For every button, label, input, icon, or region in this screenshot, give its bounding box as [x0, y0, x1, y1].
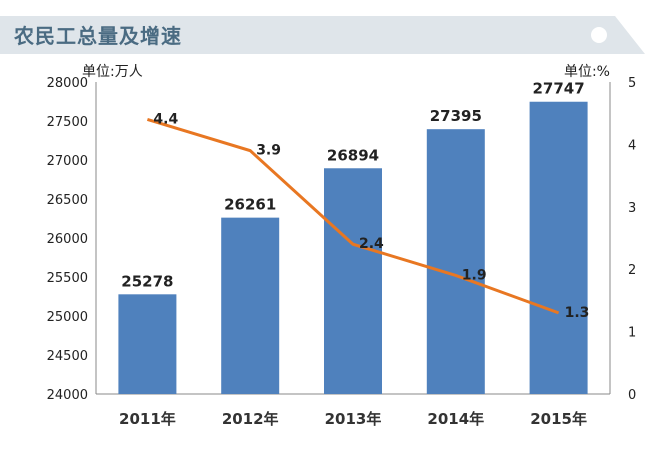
line-data-label: 3.9	[256, 143, 281, 159]
right-axis-unit-label: 单位:%	[563, 64, 610, 80]
left-tick-label: 26500	[47, 193, 88, 208]
left-tick-label: 27000	[47, 154, 88, 169]
left-tick-label: 25000	[47, 310, 88, 325]
x-tick-label: 2011年	[119, 410, 176, 428]
line-data-label: 4.4	[153, 111, 178, 127]
right-tick-label: 1	[628, 326, 636, 341]
left-tick-label: 24000	[47, 388, 88, 403]
right-tick-label: 3	[628, 201, 636, 216]
bar-data-label: 27747	[533, 80, 585, 98]
right-tick-label: 5	[628, 76, 636, 91]
header-title: 农民工总量及增速	[14, 24, 182, 48]
header-banner	[0, 16, 645, 54]
header-dot-icon	[591, 27, 607, 43]
header-banner-shape	[0, 16, 645, 54]
right-tick-label: 2	[628, 263, 636, 278]
bar	[221, 217, 280, 394]
left-tick-label: 28000	[47, 76, 88, 91]
x-tick-label: 2014年	[427, 410, 484, 428]
x-tick-label: 2012年	[222, 410, 279, 428]
right-tick-label: 0	[628, 388, 636, 403]
left-tick-label: 24500	[47, 349, 88, 364]
section-header: 农民工总量及增速	[0, 16, 657, 54]
line-series	[146, 118, 560, 315]
line-data-label: 2.4	[359, 236, 384, 252]
right-tick-label: 4	[628, 138, 636, 153]
bar	[426, 129, 485, 394]
x-tick-label: 2015年	[530, 410, 587, 428]
bar	[529, 101, 588, 394]
x-tick-label: 2013年	[325, 410, 382, 428]
left-tick-label: 27500	[47, 115, 88, 130]
line-data-label: 1.3	[565, 305, 590, 321]
bar-data-label: 26261	[224, 196, 276, 214]
left-tick-label: 25500	[47, 271, 88, 286]
bar	[324, 168, 382, 394]
line-data-label: 1.9	[462, 267, 487, 283]
bar-data-label: 26894	[327, 146, 379, 164]
bar	[118, 294, 177, 394]
left-tick-label: 26000	[47, 232, 88, 247]
bar-data-label: 25278	[121, 272, 173, 290]
left-axis-unit-label: 单位:万人	[82, 64, 143, 80]
bar-data-label: 27395	[430, 107, 482, 125]
